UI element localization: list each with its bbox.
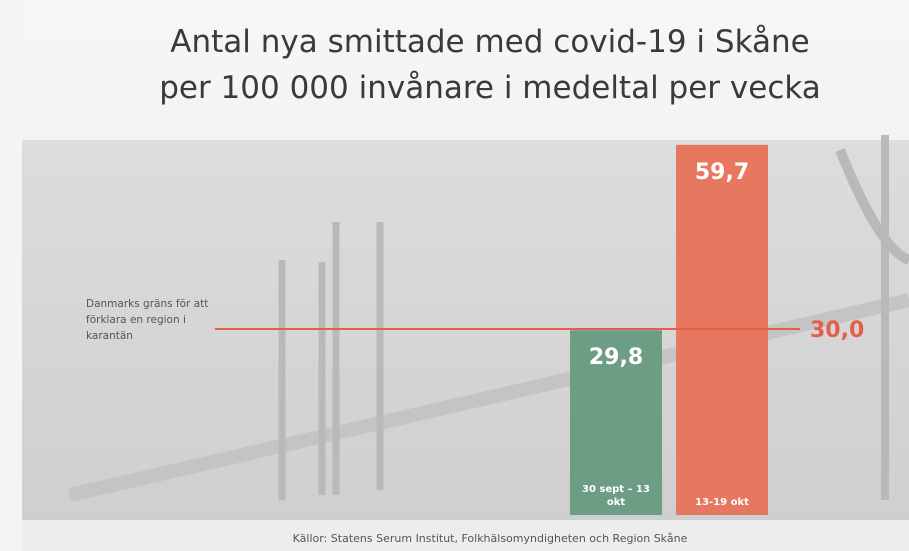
category-label-box: 13-19 okt (682, 475, 762, 511)
reference-label: 30,0 (810, 318, 864, 343)
value-label: 59,7 (695, 160, 749, 185)
chart: Antal nya smittade med covid-19 i Skåne … (0, 0, 909, 551)
reference-note: Danmarks gräns för att förklara en regio… (86, 296, 211, 344)
category-label-box: 30 sept – 13 okt (576, 475, 656, 511)
reference-note-box: Danmarks gräns för att förklara en regio… (86, 296, 211, 356)
chart-title: Antal nya smittade med covid-19 i Skåne (170, 24, 809, 60)
value-label: 29,8 (589, 345, 643, 370)
source: Källor: Statens Serum Institut, Folkhäls… (293, 532, 688, 545)
chart-subtitle: per 100 000 invånare i medeltal per veck… (159, 70, 821, 106)
category-label: 30 sept – 13 okt (576, 475, 656, 509)
category-label: 13-19 okt (682, 475, 762, 509)
